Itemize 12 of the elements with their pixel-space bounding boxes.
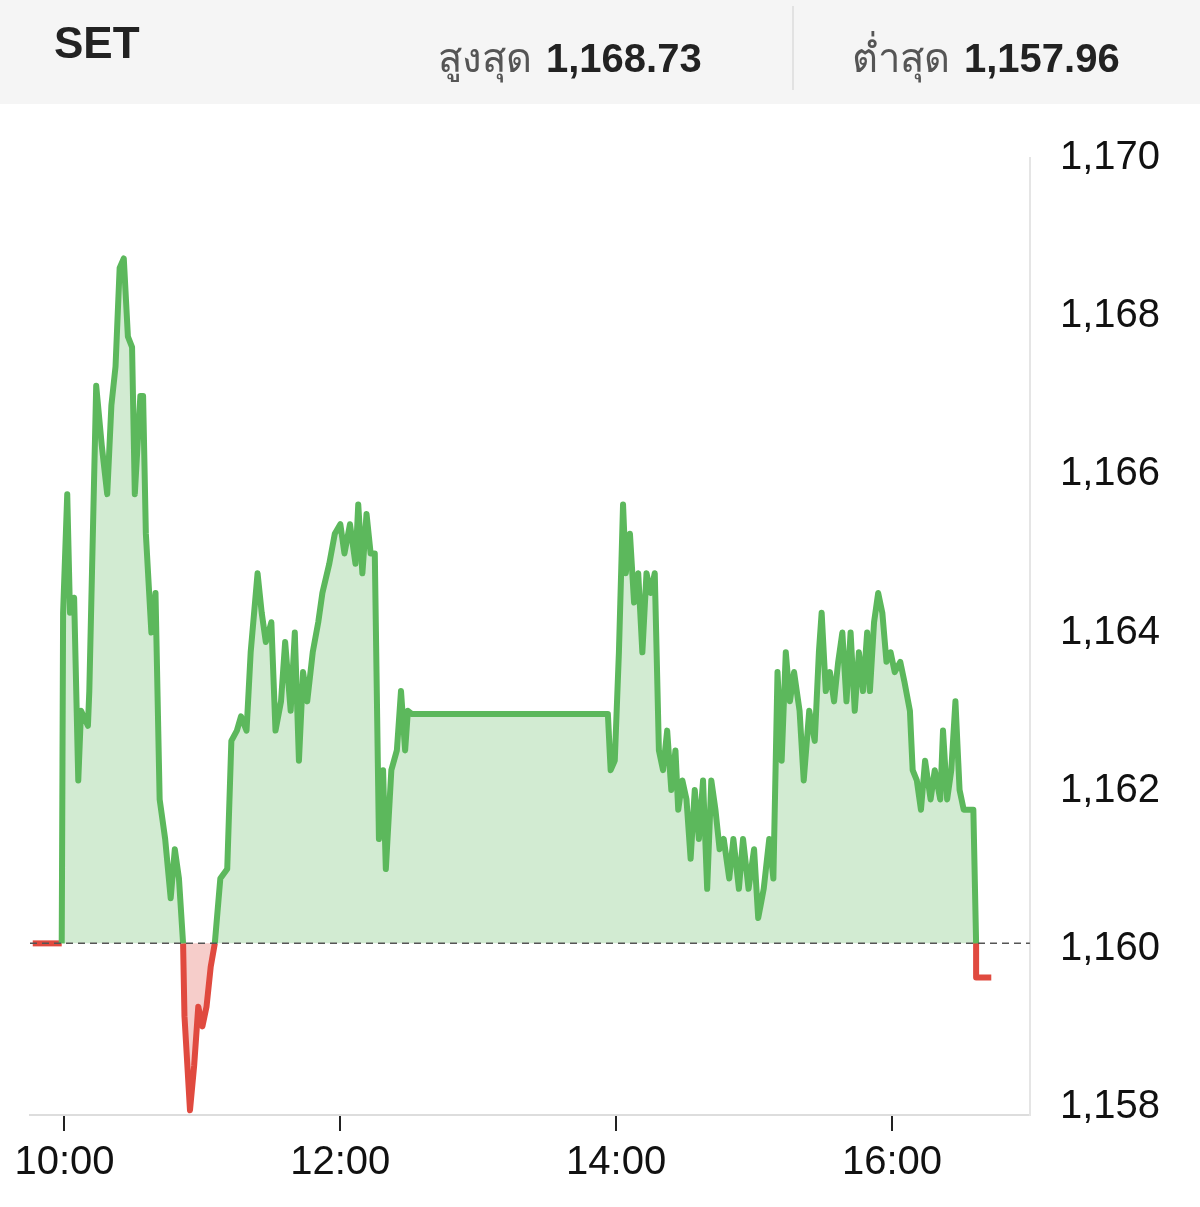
x-tick-label: 12:00 (290, 1138, 391, 1183)
x-tick-label: 16:00 (841, 1138, 943, 1183)
y-tick-label: 1,168 (1059, 291, 1161, 336)
x-tick-label: 14:00 (566, 1138, 667, 1183)
y-tick-label: 1,162 (1059, 765, 1161, 810)
y-tick-label: 1,170 (1059, 133, 1161, 178)
y-tick-label: 1,160 (1059, 923, 1161, 968)
y-tick-label: 1,158 (1059, 1082, 1161, 1127)
y-tick-label: 1,166 (1059, 449, 1161, 494)
chart-title: SET (54, 18, 140, 68)
x-tick-label: 10:00 (14, 1138, 115, 1183)
y-tick-label: 1,164 (1059, 607, 1161, 652)
